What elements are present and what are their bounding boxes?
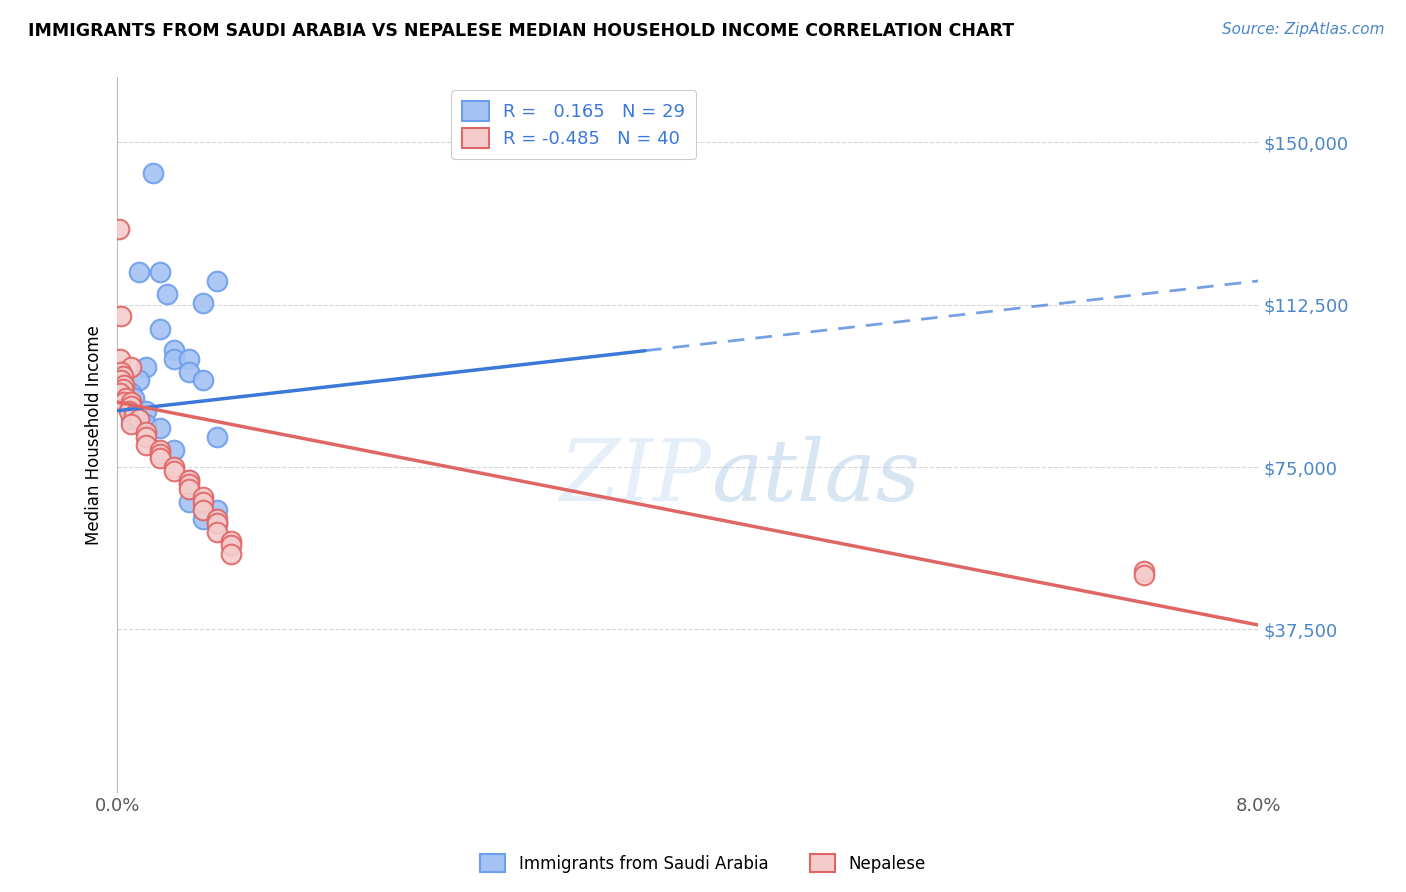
- Point: [163, 464, 186, 478]
- Point: [205, 503, 228, 517]
- Point: [120, 395, 142, 409]
- Point: [111, 369, 134, 384]
- Point: [128, 412, 150, 426]
- Point: [163, 343, 186, 358]
- Point: [120, 400, 142, 414]
- Point: [120, 417, 142, 431]
- Point: [120, 400, 142, 414]
- Point: [120, 412, 142, 426]
- Point: [135, 425, 157, 440]
- Point: [177, 473, 200, 487]
- Text: IMMIGRANTS FROM SAUDI ARABIA VS NEPALESE MEDIAN HOUSEHOLD INCOME CORRELATION CHA: IMMIGRANTS FROM SAUDI ARABIA VS NEPALESE…: [28, 22, 1014, 40]
- Point: [205, 516, 228, 531]
- Point: [149, 421, 172, 435]
- Point: [221, 547, 243, 561]
- Point: [205, 512, 228, 526]
- Point: [107, 222, 129, 236]
- Point: [149, 442, 172, 457]
- Point: [177, 365, 200, 379]
- Point: [205, 524, 228, 539]
- Point: [108, 351, 131, 366]
- Point: [221, 533, 243, 548]
- Point: [135, 438, 157, 452]
- Point: [177, 494, 200, 508]
- Point: [191, 494, 214, 508]
- Point: [177, 473, 200, 487]
- Point: [120, 360, 142, 375]
- Point: [191, 512, 214, 526]
- Point: [135, 360, 157, 375]
- Point: [205, 430, 228, 444]
- Point: [191, 295, 214, 310]
- Point: [135, 403, 157, 417]
- Point: [117, 403, 139, 417]
- Point: [149, 265, 172, 279]
- Point: [1133, 568, 1156, 582]
- Point: [221, 538, 243, 552]
- Text: atlas: atlas: [710, 436, 920, 519]
- Legend: R =   0.165   N = 29, R = -0.485   N = 40: R = 0.165 N = 29, R = -0.485 N = 40: [451, 90, 696, 159]
- Point: [124, 408, 146, 422]
- Point: [149, 451, 172, 466]
- Y-axis label: Median Household Income: Median Household Income: [86, 325, 103, 544]
- Point: [135, 430, 157, 444]
- Point: [191, 374, 214, 388]
- Text: ZIP: ZIP: [558, 436, 710, 519]
- Point: [163, 460, 186, 475]
- Point: [108, 386, 131, 401]
- Point: [124, 391, 146, 405]
- Point: [191, 503, 214, 517]
- Point: [112, 377, 135, 392]
- Point: [156, 286, 179, 301]
- Point: [177, 477, 200, 491]
- Point: [163, 351, 186, 366]
- Point: [117, 400, 139, 414]
- Point: [128, 374, 150, 388]
- Point: [120, 386, 142, 401]
- Point: [112, 395, 135, 409]
- Point: [177, 351, 200, 366]
- Point: [191, 491, 214, 505]
- Point: [110, 374, 132, 388]
- Text: Source: ZipAtlas.com: Source: ZipAtlas.com: [1222, 22, 1385, 37]
- Point: [110, 309, 132, 323]
- Point: [128, 265, 150, 279]
- Point: [177, 482, 200, 496]
- Legend: Immigrants from Saudi Arabia, Nepalese: Immigrants from Saudi Arabia, Nepalese: [474, 847, 932, 880]
- Point: [149, 447, 172, 461]
- Point: [114, 391, 136, 405]
- Point: [1133, 564, 1156, 578]
- Point: [205, 516, 228, 531]
- Point: [149, 321, 172, 335]
- Point: [205, 274, 228, 288]
- Point: [111, 382, 134, 396]
- Point: [163, 442, 186, 457]
- Point: [135, 417, 157, 431]
- Point: [110, 365, 132, 379]
- Point: [142, 166, 165, 180]
